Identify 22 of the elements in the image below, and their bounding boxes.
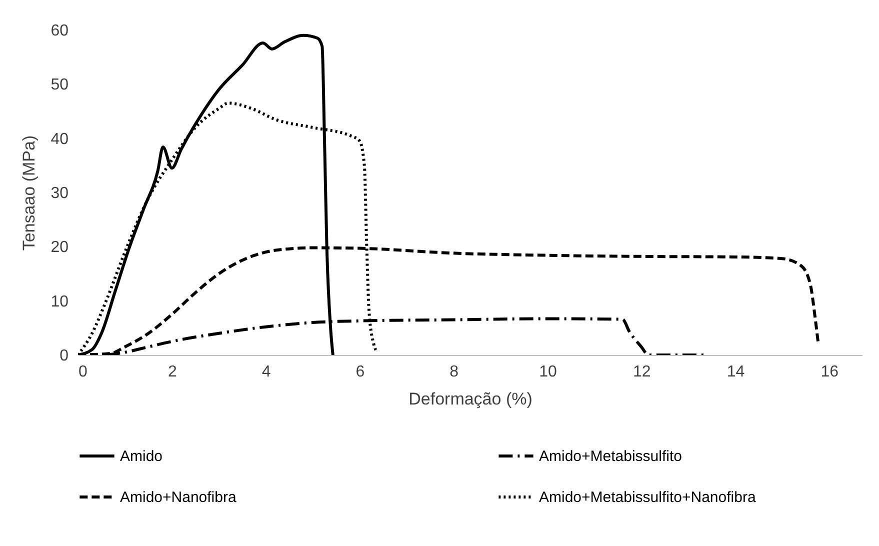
y-tick-label: 50 [50, 76, 69, 94]
x-tick-label: 0 [78, 364, 88, 380]
legend-label: Amido+Metabissulfito [539, 448, 682, 465]
x-tick-label: 12 [632, 364, 651, 380]
y-tick-label: 10 [50, 293, 69, 310]
legend-label: Amido+Metabissulfito+Nanofibra [539, 489, 756, 506]
y-tick-label: 20 [50, 239, 69, 256]
y-axis-title: Tensaao (MPa) [20, 135, 39, 251]
y-tick-label: 60 [50, 22, 69, 40]
x-tick-label: 2 [168, 364, 177, 380]
legend-label: Amido+Nanofibra [120, 489, 237, 506]
y-tick-label: 40 [50, 130, 69, 148]
x-tick-label: 14 [726, 364, 745, 380]
y-tick-label: 30 [50, 185, 69, 202]
x-axis-title: Deformação (%) [408, 390, 532, 408]
x-tick-label: 8 [450, 364, 459, 380]
x-tick-label: 6 [356, 364, 365, 380]
x-tick-label: 10 [539, 364, 557, 380]
legend-label: Amido [120, 448, 163, 465]
x-tick-label: 4 [262, 364, 271, 380]
y-tick-label: 0 [60, 348, 69, 364]
x-tick-label: 16 [820, 364, 839, 380]
